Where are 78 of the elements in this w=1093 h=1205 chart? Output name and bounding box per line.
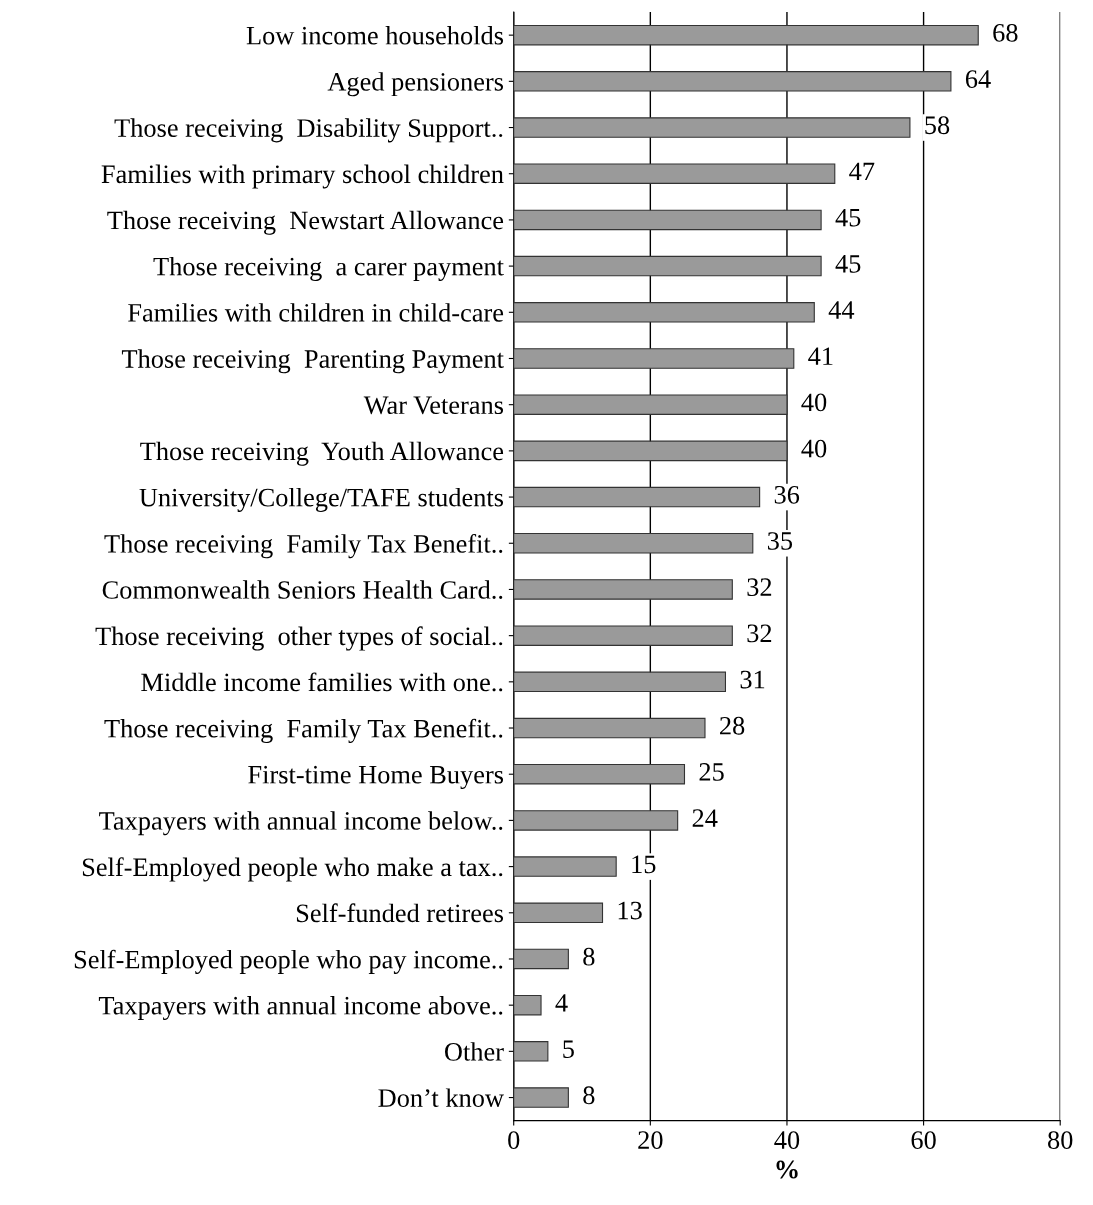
x-axis-title: % [776, 1160, 798, 1179]
bar [513, 717, 706, 739]
y-tick-label: Those receiving Disability Support.. [114, 118, 503, 143]
y-tick-label: Low income households [246, 25, 504, 45]
y-tick-label: University/College/TAFE students [139, 487, 504, 512]
bar [513, 1041, 549, 1062]
bar [513, 810, 679, 831]
y-tick-label: War Veterans [363, 396, 504, 415]
data-label: 40 [801, 439, 827, 458]
data-label: 45 [835, 255, 861, 273]
data-label: 68 [993, 23, 1018, 42]
y-tick-label: Self-Employed people who pay income.. [74, 949, 503, 974]
bar [513, 994, 542, 1016]
data-label: 47 [849, 162, 875, 181]
bar [513, 856, 617, 877]
data-label: 32 [747, 578, 772, 597]
y-tick-label: Don’t know [378, 1088, 504, 1107]
bar [513, 163, 836, 184]
y-tick-label: Families with children in child-care [128, 303, 504, 322]
bar [513, 948, 569, 970]
bar [513, 255, 822, 277]
y-tick-label: Those receiving Family Tax Benefit.. [104, 718, 503, 743]
data-label: 44 [828, 301, 855, 319]
y-tick-label: Those receiving Parenting Payment [121, 349, 504, 374]
data-label: 31 [740, 670, 765, 689]
bar [513, 1087, 569, 1108]
y-tick-label: Those receiving Youth Allowance [140, 441, 504, 466]
data-label: 8 [583, 947, 595, 966]
bar [513, 579, 733, 600]
y-tick-label: Taxpayers with annual income above.. [98, 996, 503, 1021]
bar [513, 532, 754, 554]
bar [513, 486, 761, 508]
y-tick-label: Self-Employed people who make a tax.. [82, 857, 503, 882]
y-tick-label: Taxpayers with annual income below.. [99, 811, 503, 836]
data-label: 45 [835, 208, 861, 227]
data-label: 28 [720, 716, 745, 735]
bar [513, 302, 815, 323]
data-label: 15 [632, 855, 656, 874]
x-tick-label: 40 [774, 1131, 800, 1149]
bar [513, 625, 733, 646]
bar [513, 394, 788, 415]
data-label: 4 [555, 994, 568, 1012]
data-label: 24 [692, 809, 718, 827]
bar [513, 440, 788, 462]
data-label: 64 [965, 70, 991, 88]
bar [513, 209, 822, 231]
y-tick-label: Those receiving other types of social.. [95, 626, 503, 651]
y-tick-label: Aged pensioners [327, 72, 504, 97]
y-tick-label: Those receiving a carer payment [153, 256, 504, 281]
y-tick-label: Self-funded retirees [296, 903, 504, 923]
data-label: 13 [618, 901, 642, 920]
data-label: 40 [801, 393, 827, 412]
bar [513, 71, 952, 92]
bar [513, 902, 604, 924]
y-tick-label: Those receiving Newstart Allowance [107, 210, 504, 235]
data-label: 5 [563, 1040, 574, 1058]
x-tick-label: 80 [1048, 1131, 1073, 1149]
x-tick-label: 60 [911, 1131, 936, 1149]
y-tick-label: Commonwealth Seniors Health Card.. [102, 580, 503, 599]
data-label: 35 [767, 532, 793, 550]
data-label: 41 [808, 347, 833, 365]
data-label: 8 [583, 1086, 595, 1105]
x-tick-label: 20 [638, 1131, 663, 1149]
bar [513, 348, 795, 369]
y-tick-label: Other [444, 1042, 504, 1061]
bar [513, 117, 911, 138]
bar [513, 763, 686, 785]
y-tick-label: First-time Home Buyers [248, 765, 504, 790]
data-label: 25 [699, 763, 724, 781]
y-tick-label: Middle income families with one.. [141, 672, 503, 692]
data-label: 36 [774, 485, 800, 504]
data-label: 32 [747, 624, 772, 643]
bar [513, 671, 727, 693]
bar [513, 24, 979, 46]
y-tick-label: Those receiving Family Tax Benefit.. [104, 533, 503, 559]
data-label: 58 [925, 116, 950, 135]
y-tick-label: Families with primary school children [101, 164, 504, 189]
x-tick-label: 0 [508, 1131, 520, 1149]
